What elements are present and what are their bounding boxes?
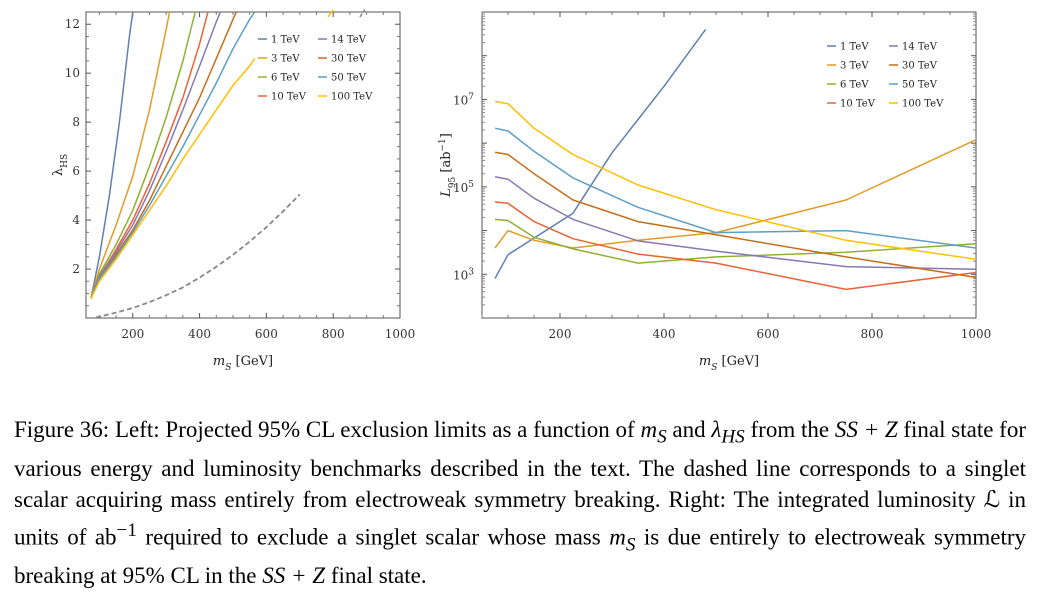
right-chart: 200 400 600 800 1000 103 105 107 1 TeV 3 TeV 6 TeV…: [438, 11, 992, 373]
x-tick-label: 1000: [385, 327, 416, 341]
legend-label-6-tev: 6 TeV: [271, 73, 300, 84]
series-1-tev: [494, 28, 707, 279]
x-tick-label: 200: [121, 327, 144, 341]
series-1-tev: [90, 12, 134, 299]
y-axis-label: λHS: [51, 154, 70, 176]
legend-label-1-tev: 1 TeV: [840, 42, 869, 53]
legend-label-1-tev: 1 TeV: [271, 35, 300, 46]
legend-label-3-tev: 3 TeV: [271, 54, 300, 65]
legend-label-100-tev: 100 TeV: [331, 92, 373, 103]
x-axis-label: mS [GeV]: [213, 354, 273, 373]
legend-label-30-tev: 30 TeV: [902, 61, 938, 72]
y-tick-label: 105: [453, 180, 474, 195]
x-tick-label: 600: [757, 327, 780, 341]
series-50-tev: [90, 12, 256, 299]
series-ewsb-dashed: [95, 193, 301, 318]
x-tick-label: 800: [861, 327, 884, 341]
series-6-tev: [494, 218, 976, 264]
legend-label-3-tev: 3 TeV: [840, 61, 869, 72]
x-tick-label: 800: [322, 327, 345, 341]
plot-frame: [85, 11, 401, 319]
series-10-tev: [90, 12, 209, 299]
legend-label-6-tev: 6 TeV: [840, 80, 869, 91]
series-100-tev: [494, 100, 976, 261]
y-tick-label: 12: [65, 17, 80, 31]
figure-caption: Figure 36: Left: Projected 95% CL exclus…: [14, 417, 1027, 588]
series-14-tev: [90, 12, 221, 299]
series-100-tev: [90, 58, 256, 299]
series-14-tev: [494, 176, 976, 271]
x-tick-label: 200: [549, 327, 572, 341]
legend-label-14-tev: 14 TeV: [331, 35, 367, 46]
series-50-tev: [494, 127, 976, 249]
legend-label-10-tev: 10 TeV: [840, 99, 876, 110]
legend-label-14-tev: 14 TeV: [902, 42, 938, 53]
legend-label-30-tev: 30 TeV: [331, 54, 367, 65]
series-10-tev: [494, 201, 976, 291]
x-tick-label: 600: [255, 327, 278, 341]
series-overflow-100-tev: [327, 9, 334, 18]
y-tick-label: 6: [72, 164, 80, 178]
legend-label-50-tev: 50 TeV: [902, 80, 938, 91]
series-30-tev: [494, 151, 976, 279]
y-tick-label: 4: [72, 213, 80, 227]
series-3-tev: [494, 139, 976, 249]
y-tick-label: 2: [72, 262, 80, 276]
series-6-tev: [90, 12, 196, 299]
series-30-tev: [90, 12, 237, 299]
x-axis-label: mS [GeV]: [699, 354, 759, 373]
legend-label-100-tev: 100 TeV: [902, 99, 944, 110]
y-tick-label: 103: [453, 267, 474, 282]
x-tick-label: 400: [188, 327, 211, 341]
legend: 1 TeV 3 TeV 6 TeV 10 TeV 14 TeV 30 TeV 50 TeV 1…: [258, 35, 373, 103]
legend-label-50-tev: 50 TeV: [331, 73, 367, 84]
y-tick-label: 8: [72, 115, 80, 129]
plot-frame: [481, 11, 977, 319]
series-overflow-ewsb: [359, 9, 366, 18]
caption-label: Figure 36:: [14, 417, 110, 442]
y-axis-label: L95 [ab−1]: [438, 133, 458, 198]
y-tick-label: 107: [453, 92, 474, 107]
legend: 1 TeV 3 TeV 6 TeV 10 TeV 14 TeV 30 TeV 50 TeV 1…: [827, 42, 944, 110]
series-3-tev: [90, 12, 171, 299]
x-tick-label: 400: [653, 327, 676, 341]
y-tick-label: 10: [65, 66, 80, 80]
x-tick-label: 1000: [961, 327, 992, 341]
legend-label-10-tev: 10 TeV: [271, 92, 307, 103]
